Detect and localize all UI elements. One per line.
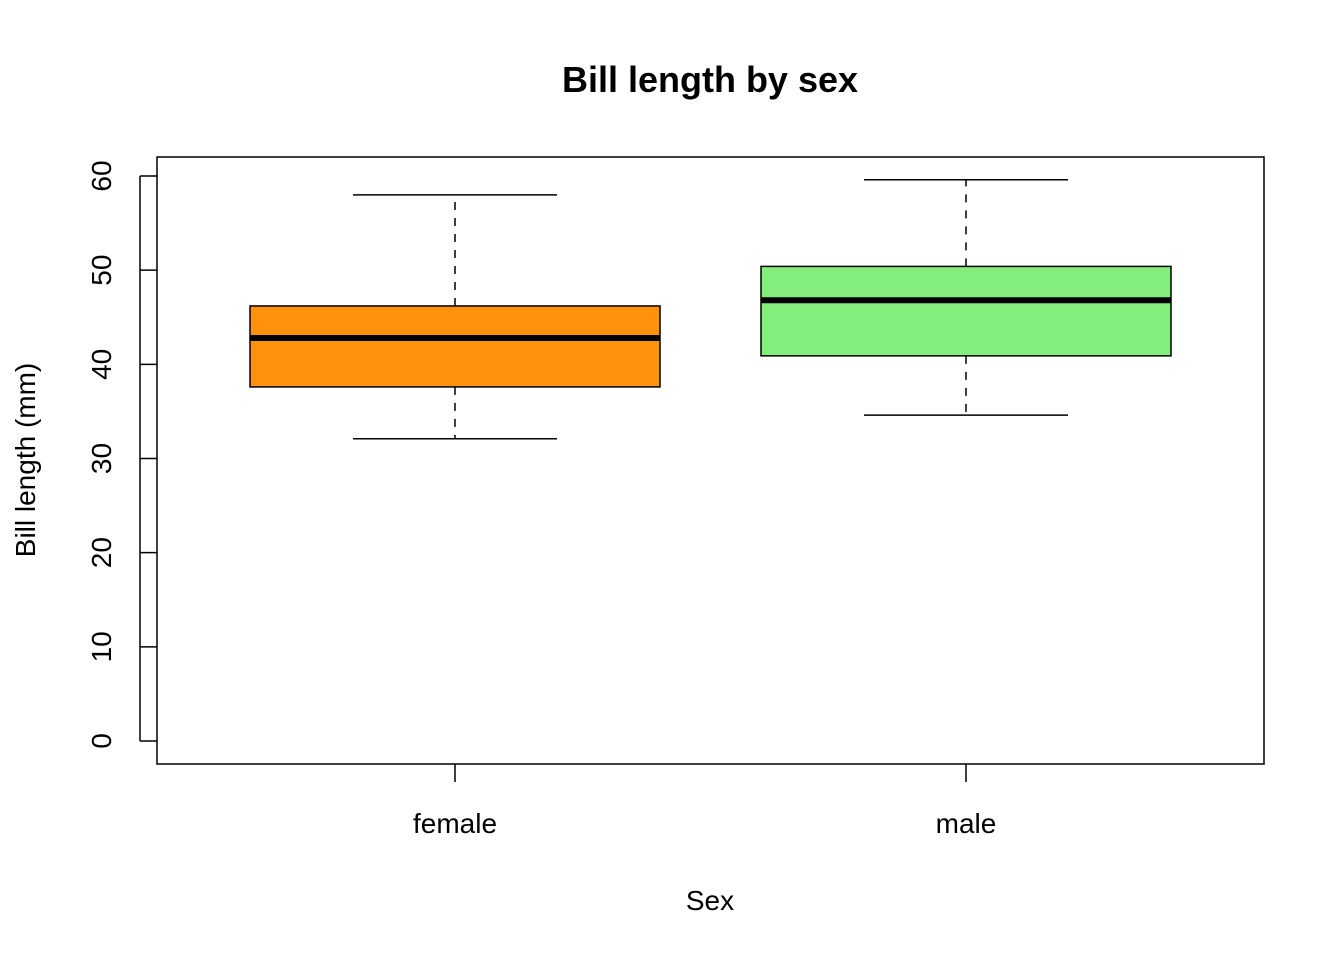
y-tick-label: 0	[86, 733, 117, 749]
y-tick-label: 50	[86, 255, 117, 286]
box-female	[249, 194, 661, 440]
iqr-box	[249, 305, 661, 388]
y-axis-label: Bill length (mm)	[10, 363, 41, 557]
boxes	[249, 179, 1172, 440]
y-tick-label: 30	[86, 443, 117, 474]
x-axis: female male	[413, 764, 996, 839]
y-tick-label: 60	[86, 160, 117, 191]
iqr-box	[760, 265, 1172, 357]
chart-title: Bill length by sex	[562, 59, 858, 100]
y-tick-label: 10	[86, 631, 117, 662]
box-male	[760, 179, 1172, 416]
x-tick-label: female	[413, 808, 497, 839]
y-axis: 0 10 20 30 40 50 60	[86, 160, 157, 749]
x-tick-label: male	[936, 808, 997, 839]
y-tick-label: 20	[86, 537, 117, 568]
y-tick-label: 40	[86, 349, 117, 380]
plot-frame	[156, 156, 1265, 765]
x-axis-label: Sex	[686, 885, 734, 916]
